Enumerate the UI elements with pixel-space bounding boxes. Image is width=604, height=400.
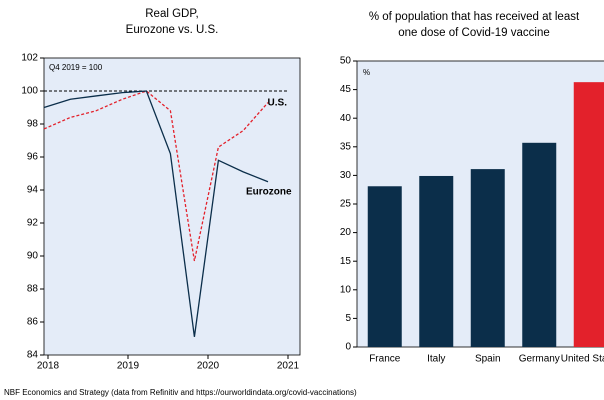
x-tick-label: 2019 [117,361,140,372]
x-tick-label: Italy [427,354,445,365]
y-tick-label: 84 [27,350,39,361]
x-tick-label: 2020 [197,361,220,372]
y-axis-label: % [363,68,370,77]
y-tick-label: 30 [340,170,352,181]
y-tick-label: 50 [340,56,352,67]
x-tick-label: 2018 [37,361,60,372]
y-tick-label: 90 [27,251,39,262]
chart-title: % of population that has received at lea… [369,11,580,23]
y-tick-label: 20 [340,227,352,238]
chart-title: Real GDP, [145,8,198,20]
x-tick-label: France [369,354,401,365]
x-tick-label: Germany [519,354,560,365]
series-line [43,90,269,262]
y-tick-label: 92 [27,218,39,229]
annotation: Q4 2019 = 100 [49,63,103,72]
bar [522,142,557,347]
bar [367,186,402,347]
plot-area [43,57,301,356]
series-line [43,90,269,337]
y-tick-label: 98 [27,119,39,130]
y-tick-label: 100 [21,86,38,97]
y-tick-label: 5 [345,313,351,324]
y-tick-label: 45 [340,84,352,95]
series-label: U.S. [268,98,288,109]
y-tick-label: 96 [27,152,39,163]
x-tick-label: United States [561,354,604,365]
footer-source: NBF Economics and Strategy (data from Re… [4,388,357,397]
series-label: Eurozone [246,187,292,198]
y-tick-label: 35 [340,141,352,152]
y-tick-label: 25 [340,199,352,210]
chart-title: one dose of Covid-19 vaccine [398,27,550,39]
y-tick-label: 10 [340,284,352,295]
x-tick-label: 2021 [277,361,300,372]
y-tick-label: 88 [27,284,39,295]
bar [419,175,454,347]
y-tick-label: 0 [345,342,351,353]
y-tick-label: 40 [340,113,352,124]
y-tick-label: 94 [27,185,39,196]
bar [470,169,505,347]
bar [573,82,604,347]
chart-title: Eurozone vs. U.S. [126,24,219,36]
y-tick-label: 102 [21,53,38,64]
y-tick-label: 86 [27,317,39,328]
x-tick-label: Spain [475,354,501,365]
y-tick-label: 15 [340,256,352,267]
